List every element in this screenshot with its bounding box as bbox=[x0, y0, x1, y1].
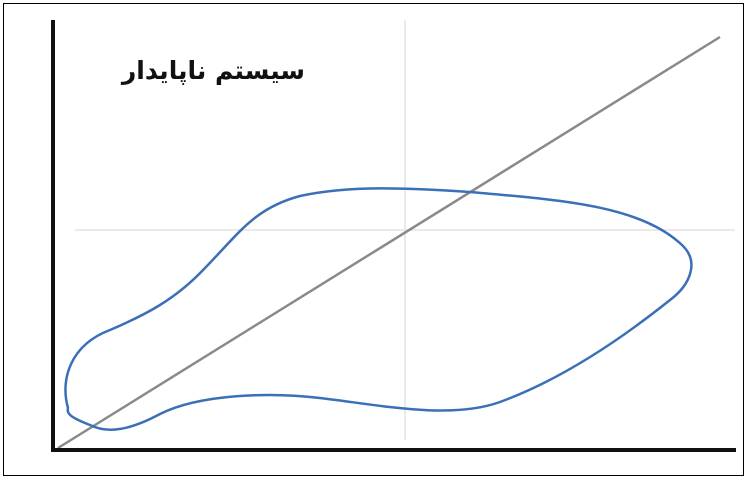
instability-loop bbox=[64, 187, 693, 431]
figure-frame bbox=[3, 3, 744, 476]
diagram-title: سیستم ناپایدار bbox=[121, 56, 305, 85]
diagonal-line bbox=[57, 35, 721, 450]
